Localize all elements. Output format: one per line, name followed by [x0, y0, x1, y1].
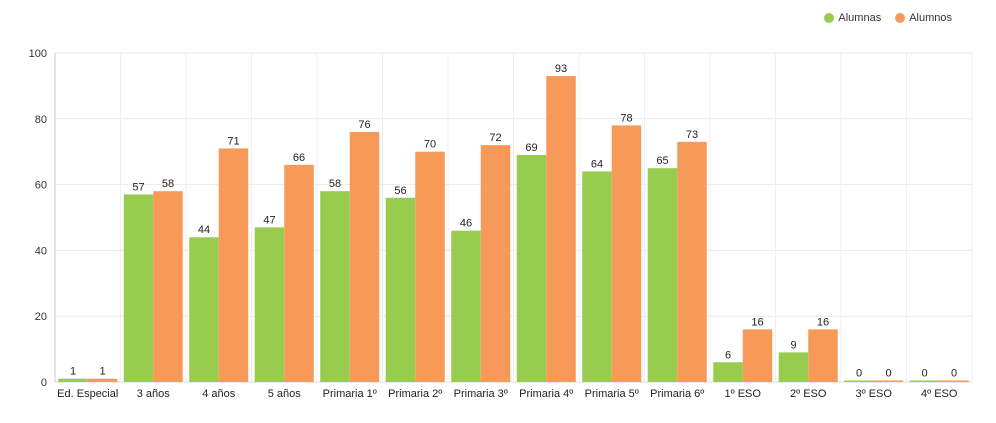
x-tick-label: 1º ESO	[725, 388, 762, 400]
legend: Alumnas Alumnos	[824, 12, 952, 24]
bar-alumnas-1	[123, 194, 154, 382]
y-tick-label: 60	[35, 180, 47, 192]
x-tick-label: Primaria 3º	[454, 388, 508, 400]
legend-item-alumnos: Alumnos	[895, 12, 952, 24]
x-tick-label: 3º ESO	[856, 388, 893, 400]
data-label-alumnas-5: 56	[394, 185, 406, 197]
bar-alumnos-6	[480, 145, 511, 382]
bar-alumnas-7	[516, 154, 547, 382]
data-label-alumnas-7: 69	[525, 142, 537, 154]
x-tick-label: Primaria 6º	[650, 388, 704, 400]
bar-series-group	[58, 76, 969, 382]
data-label-group: 1 1 57 58 44 71 47 66 58 76 56 70 46 72 69 93 64 78 65 73 6 1…	[70, 63, 957, 379]
x-tick-label: Primaria 1º	[323, 388, 377, 400]
bar-alumnas-8	[582, 171, 612, 382]
data-label-alumnas-6: 46	[460, 218, 472, 230]
x-tick-label: Ed. Especial	[57, 388, 118, 400]
bar-alumnos-0	[87, 378, 118, 382]
y-tick-label: 0	[41, 377, 47, 389]
data-label-alumnos-6: 72	[489, 132, 501, 144]
data-label-alumnas-3: 47	[263, 214, 275, 226]
data-label-alumnos-13: 0	[951, 368, 957, 380]
bar-alumnos-11	[808, 329, 838, 382]
x-tick-label: 5 años	[268, 388, 302, 400]
x-tick-label: Primaria 2º	[388, 388, 442, 400]
data-label-alumnos-1: 58	[162, 178, 174, 190]
y-tick-label: 100	[29, 48, 47, 60]
bar-alumnas-9	[647, 168, 678, 382]
bar-alumnos-2	[218, 148, 249, 382]
data-label-alumnas-12: 0	[856, 368, 862, 380]
bar-alumnas-12	[844, 380, 874, 382]
bar-alumnos-8	[611, 125, 642, 382]
data-label-alumnos-3: 66	[293, 152, 305, 164]
y-tick-label: 20	[35, 311, 47, 323]
data-label-alumnas-1: 57	[132, 181, 144, 193]
legend-swatch-alumnos	[895, 13, 906, 23]
bar-alumnos-7	[546, 76, 576, 382]
data-label-alumnas-8: 64	[591, 158, 603, 170]
x-tick-label: 4º ESO	[921, 388, 958, 400]
data-label-alumnos-2: 71	[227, 135, 239, 147]
data-label-alumnos-10: 16	[751, 316, 763, 328]
x-tick-label: 4 años	[202, 388, 236, 400]
bar-alumnos-3	[284, 164, 314, 382]
x-tick-label: 2º ESO	[790, 388, 827, 400]
x-tick-label: 3 años	[137, 388, 171, 400]
bar-alumnos-13	[939, 380, 969, 382]
bar-alumnas-10	[713, 362, 743, 382]
bar-alumnos-9	[677, 141, 707, 382]
data-label-alumnas-13: 0	[921, 368, 927, 380]
bar-alumnos-4	[349, 131, 380, 382]
data-label-alumnos-11: 16	[817, 316, 829, 328]
bar-alumnas-6	[451, 230, 481, 382]
data-label-alumnos-5: 70	[424, 139, 436, 151]
legend-label-alumnos: Alumnos	[909, 12, 952, 24]
bar-alumnas-0	[58, 378, 88, 382]
data-label-alumnos-4: 76	[358, 119, 370, 131]
bar-alumnos-10	[742, 329, 773, 382]
y-tick-label: 80	[35, 114, 47, 126]
data-label-alumnos-12: 0	[885, 368, 891, 380]
data-label-alumnas-10: 6	[725, 349, 731, 361]
bar-alumnas-11	[778, 352, 809, 382]
bar-alumnas-5	[385, 197, 416, 382]
x-tick-label: Primaria 4º	[519, 388, 573, 400]
data-label-alumnos-8: 78	[620, 112, 632, 124]
data-label-alumnos-7: 93	[555, 63, 567, 75]
data-label-alumnos-9: 73	[686, 129, 698, 141]
bar-alumnas-3	[254, 227, 285, 382]
x-tick-label: Primaria 5º	[585, 388, 639, 400]
data-label-alumnas-2: 44	[198, 224, 210, 236]
data-label-alumnas-11: 9	[790, 339, 796, 351]
bar-alumnas-4	[320, 191, 350, 382]
bar-alumnos-12	[873, 380, 904, 382]
grid-lines	[54, 52, 973, 383]
data-label-alumnas-0: 1	[70, 366, 76, 378]
data-label-alumnas-9: 65	[656, 155, 668, 167]
legend-swatch-alumnas	[824, 13, 835, 23]
bar-alumnas-2	[189, 237, 219, 382]
legend-label-alumnas: Alumnas	[838, 12, 882, 24]
data-label-alumnos-0: 1	[99, 366, 105, 378]
y-tick-label: 40	[35, 245, 47, 257]
bar-alumnos-1	[153, 191, 183, 382]
legend-item-alumnas: Alumnas	[824, 12, 881, 24]
data-label-alumnas-4: 58	[329, 178, 341, 190]
bar-alumnos-5	[415, 151, 445, 382]
partial-title	[72, 0, 632, 5]
bar-alumnas-13	[909, 380, 940, 382]
